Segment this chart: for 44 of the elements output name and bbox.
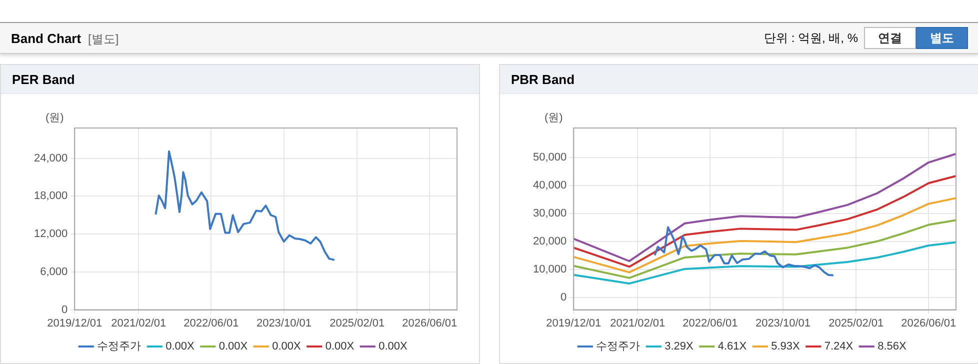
legend-label: 5.93X — [771, 340, 801, 353]
y-tick-label: 30,000 — [532, 208, 567, 220]
legend-label: 8.56X — [878, 340, 908, 353]
y-tick-label: 40,000 — [532, 180, 567, 192]
legend-label: 0.00X — [325, 340, 355, 353]
x-tick-label: 2023/10/01 — [256, 317, 312, 330]
y-axis-title: (원) — [544, 112, 563, 124]
y-axis-title: (원) — [45, 112, 64, 124]
legend-label: 0.00X — [166, 340, 196, 353]
text: 별도 — [916, 27, 968, 49]
legend-label: 7.24X — [824, 340, 854, 353]
legend-label: 0.00X — [218, 340, 248, 353]
legend-label: 수정주가 — [596, 340, 640, 353]
x-tick-label: 2025/02/01 — [828, 317, 884, 330]
y-tick-label: 0 — [62, 304, 68, 316]
text: 단위 : 억원, 배, % — [764, 30, 858, 46]
y-tick-label: 6,000 — [40, 266, 68, 278]
text: Band Chart — [11, 31, 82, 46]
y-tick-label: 50,000 — [532, 152, 567, 164]
y-tick-label: 24,000 — [34, 152, 68, 164]
y-tick-label: 10,000 — [532, 264, 567, 276]
x-tick-label: 2026/06/01 — [402, 317, 458, 330]
x-tick-label: 2025/02/01 — [330, 317, 385, 330]
y-tick-label: 20,000 — [532, 236, 567, 248]
legend-label: 수정주가 — [97, 340, 142, 353]
y-tick-label: 0 — [560, 292, 567, 304]
legend-label: 0.00X — [272, 340, 302, 353]
text: 연결 — [864, 27, 916, 49]
y-tick-label: 18,000 — [34, 190, 68, 202]
legend-label: 3.29X — [664, 340, 694, 353]
x-tick-label: 2021/02/01 — [610, 317, 666, 330]
x-tick-label: 2022/06/01 — [682, 317, 738, 330]
y-tick-label: 12,000 — [34, 228, 68, 240]
x-tick-label: 2026/06/01 — [901, 317, 956, 330]
legend-label: 0.00X — [378, 340, 408, 353]
x-tick-label: 2019/12/01 — [47, 317, 102, 330]
chart-title: PBR Band — [500, 65, 978, 94]
chart-title: PER Band — [1, 65, 479, 94]
text: [별도] — [88, 31, 119, 48]
x-tick-label: 2019/12/01 — [546, 317, 602, 330]
x-tick-label: 2022/06/01 — [184, 317, 239, 330]
x-tick-label: 2021/02/01 — [111, 317, 166, 330]
x-tick-label: 2023/10/01 — [755, 317, 811, 330]
legend-label: 4.61X — [718, 340, 748, 353]
